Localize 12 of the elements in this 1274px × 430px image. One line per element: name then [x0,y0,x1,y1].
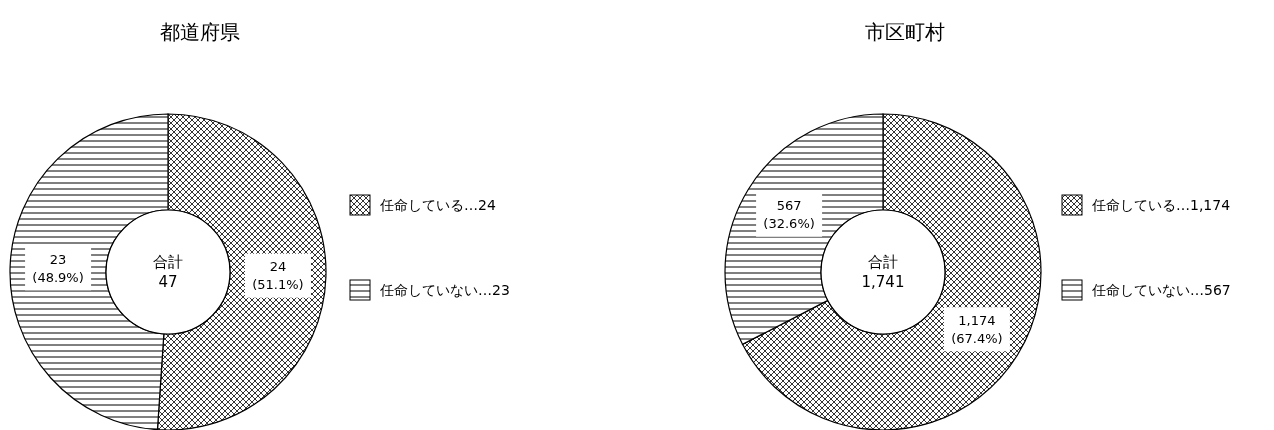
data-label: 1,174 (67.4%) [951,312,1003,346]
legend-label: 任命している…1,174 [1091,197,1231,213]
data-label: 24 (51.1%) [252,259,304,293]
chart-title: 都道府県 [160,20,240,44]
legend-label: 任命していない…567 [1091,282,1231,298]
text: 合計 1,741 [861,253,905,292]
data-label: 23 (48.9%) [32,251,84,285]
text: 合計 47 [153,253,183,292]
legend-label: 任命していない…23 [379,282,510,298]
chart-title: 市区町村 [865,20,945,44]
data-label: 567 (32.6%) [763,198,815,232]
legend-label: 任命している…24 [379,197,496,213]
